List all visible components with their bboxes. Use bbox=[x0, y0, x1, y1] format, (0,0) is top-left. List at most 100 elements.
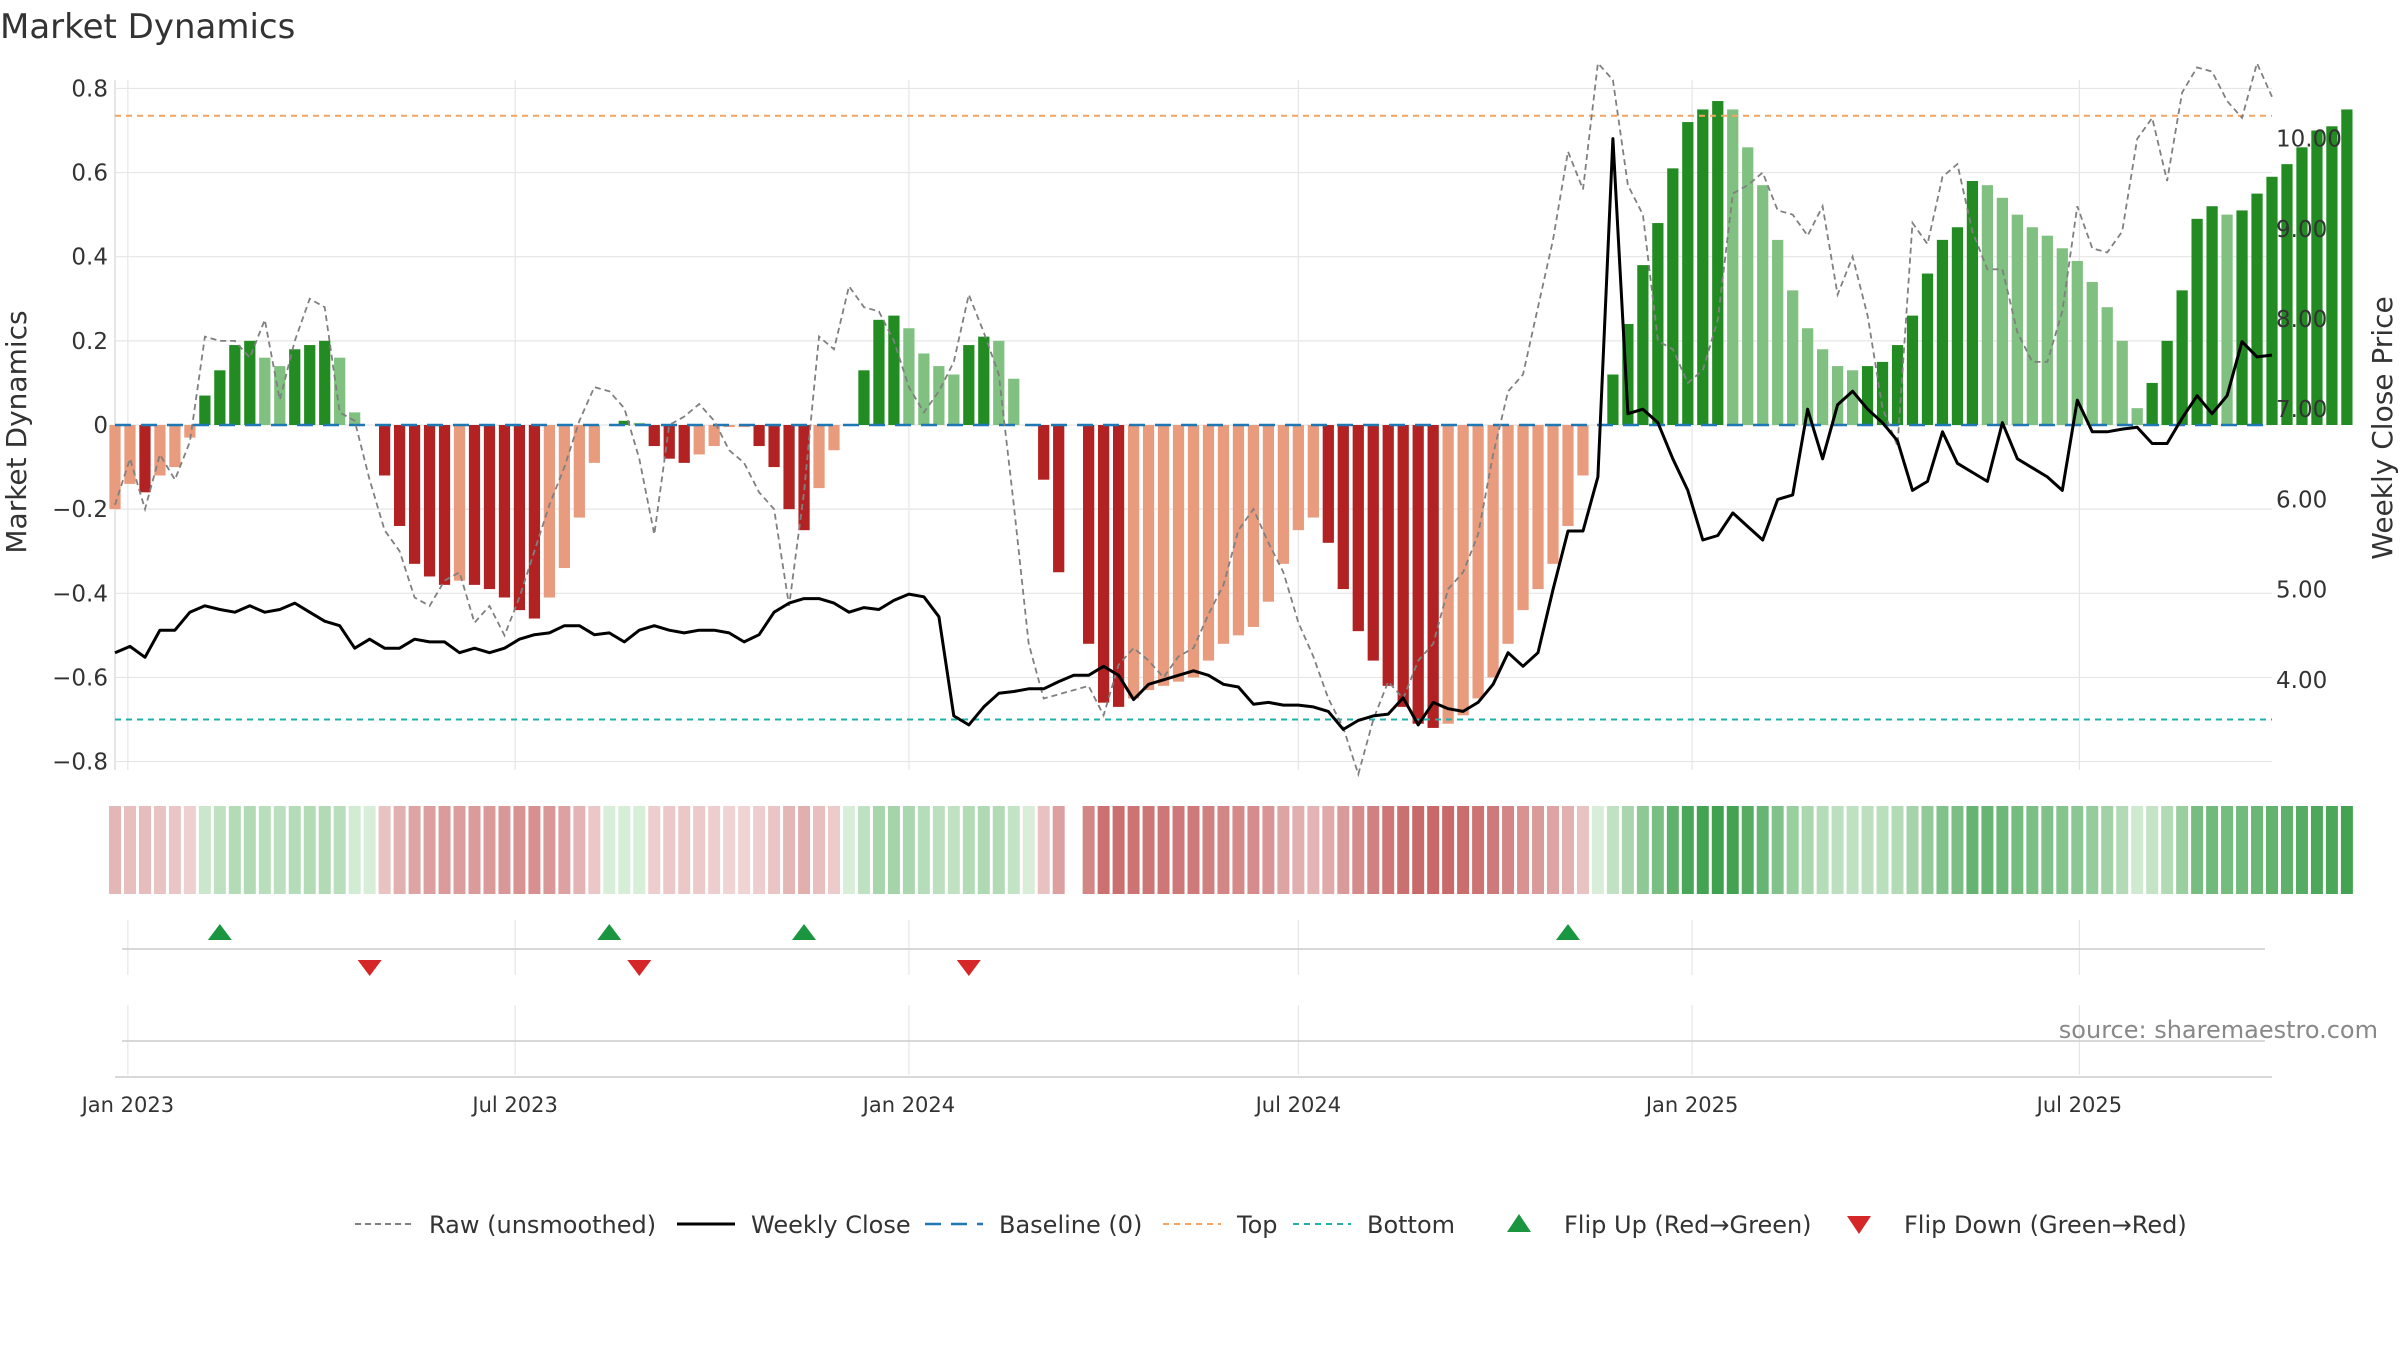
left-tick-label: 0.6 bbox=[71, 161, 108, 187]
state-strip-cell bbox=[1532, 806, 1545, 894]
dynamics-bar bbox=[259, 357, 271, 425]
dynamics-bar bbox=[903, 328, 915, 425]
dynamics-bar bbox=[1742, 147, 1754, 425]
dynamics-bar bbox=[2101, 307, 2113, 425]
dynamics-bar bbox=[1232, 425, 1245, 636]
dynamics-bar bbox=[963, 345, 975, 425]
state-strip-cell bbox=[1337, 806, 1350, 894]
state-strip-cell bbox=[2280, 806, 2293, 894]
state-strip-cell bbox=[1457, 806, 1470, 894]
state-strip-cell bbox=[2116, 806, 2129, 894]
legend-label: Flip Up (Red→Green) bbox=[1564, 1211, 1812, 1239]
state-strip-cell bbox=[783, 806, 796, 894]
dynamics-bar bbox=[753, 425, 765, 447]
dynamics-bar bbox=[1367, 425, 1379, 661]
dynamics-bar bbox=[948, 374, 960, 425]
state-strip-cell bbox=[168, 806, 181, 894]
legend-item-flipup: Flip Up (Red→Green) bbox=[1507, 1211, 1812, 1239]
state-strip-cell bbox=[1951, 806, 1964, 894]
state-strip-cell bbox=[1517, 806, 1530, 894]
state-strip-cell bbox=[902, 806, 915, 894]
dynamics-bar bbox=[2086, 281, 2098, 425]
state-strip-cell bbox=[1022, 806, 1035, 894]
state-strip-cell bbox=[1861, 806, 1874, 894]
state-strip-cell bbox=[123, 806, 136, 894]
state-strip-cell bbox=[2041, 806, 2054, 894]
dynamics-bar bbox=[723, 425, 735, 428]
state-strip-cell bbox=[1382, 806, 1395, 894]
legend-label: Weekly Close bbox=[751, 1211, 911, 1239]
state-strip-cell bbox=[857, 806, 870, 894]
dynamics-bar bbox=[1502, 425, 1514, 644]
right-tick-label: 8.00 bbox=[2276, 307, 2327, 333]
state-strip-cell bbox=[408, 806, 421, 894]
dynamics-bar bbox=[139, 425, 151, 493]
state-strip-cell bbox=[1831, 806, 1844, 894]
state-strip-cell bbox=[1322, 806, 1335, 894]
state-strip-cell bbox=[678, 806, 691, 894]
dynamics-bar bbox=[1038, 425, 1050, 480]
legend-item-bottom: Bottom bbox=[1293, 1211, 1455, 1239]
dynamics-bar bbox=[379, 425, 391, 476]
dynamics-bar bbox=[2281, 164, 2293, 425]
source-text: source: sharemaestro.com bbox=[2059, 1016, 2378, 1044]
x-tick-label: Jul 2025 bbox=[2035, 1093, 2122, 1117]
state-strip-cell bbox=[887, 806, 900, 894]
state-strip-cell bbox=[2161, 806, 2174, 894]
dynamics-bar bbox=[1127, 425, 1140, 699]
state-strip-cell bbox=[1606, 806, 1619, 894]
state-strip-cell bbox=[663, 806, 676, 894]
legend-item-top: Top bbox=[1163, 1211, 1278, 1239]
state-strip-cell bbox=[738, 806, 751, 894]
state-strip-cell bbox=[1666, 806, 1679, 894]
dynamics-bar bbox=[1906, 315, 1919, 425]
state-strip-cell bbox=[2101, 806, 2114, 894]
state-strip-cell bbox=[723, 806, 736, 894]
dynamics-bar bbox=[2041, 235, 2053, 425]
state-strip-cell bbox=[2251, 806, 2264, 894]
dynamics-bar bbox=[1517, 425, 1529, 611]
dynamics-bar bbox=[483, 425, 496, 590]
state-strip-cell bbox=[453, 806, 466, 894]
state-strip-cell bbox=[543, 806, 556, 894]
legend-label: Bottom bbox=[1367, 1211, 1455, 1239]
state-strip-cell bbox=[2236, 806, 2249, 894]
dynamics-bar bbox=[1307, 425, 1319, 518]
dynamics-bar bbox=[573, 425, 585, 518]
state-strip-cell bbox=[528, 806, 541, 894]
dynamics-bar bbox=[798, 425, 810, 531]
right-tick-label: 5.00 bbox=[2276, 578, 2327, 604]
state-strip-cell bbox=[2071, 806, 2084, 894]
state-strip-cell bbox=[1292, 806, 1305, 894]
dynamics-bar bbox=[199, 395, 211, 425]
empty-bottom-panel bbox=[115, 1040, 2272, 1078]
dynamics-bar bbox=[468, 425, 481, 585]
dynamics-bar bbox=[2071, 260, 2083, 425]
dynamics-bar bbox=[169, 425, 181, 468]
dynamics-bar bbox=[1532, 425, 1544, 590]
x-tick-label: Jul 2024 bbox=[1254, 1093, 1341, 1117]
dynamics-bar bbox=[1098, 425, 1110, 703]
dynamics-bar bbox=[2176, 290, 2188, 425]
dynamics-bar bbox=[513, 425, 526, 611]
state-strip-cell bbox=[813, 806, 826, 894]
state-strip-cell bbox=[1502, 806, 1515, 894]
dynamics-bar bbox=[993, 340, 1005, 425]
dynamics-bar bbox=[1981, 185, 1994, 425]
dynamics-bar bbox=[2311, 130, 2323, 426]
state-strip-cell bbox=[1547, 806, 1559, 894]
state-strip-cell bbox=[992, 806, 1005, 894]
state-strip-cell bbox=[1711, 806, 1724, 894]
state-strip-cell bbox=[1262, 806, 1275, 894]
state-strip-cell bbox=[2221, 806, 2234, 894]
dynamics-bar bbox=[1682, 122, 1694, 425]
dynamics-bar bbox=[558, 425, 570, 569]
legend-label: Top bbox=[1236, 1211, 1278, 1239]
dynamics-bar bbox=[229, 345, 241, 425]
state-strip-cell bbox=[243, 806, 256, 894]
state-strip-cell bbox=[1576, 806, 1589, 894]
left-tick-label: −0.8 bbox=[52, 750, 108, 776]
dynamics-bar bbox=[2206, 206, 2218, 425]
state-strip-cell bbox=[1891, 806, 1904, 894]
flip-down-marker bbox=[956, 960, 981, 976]
